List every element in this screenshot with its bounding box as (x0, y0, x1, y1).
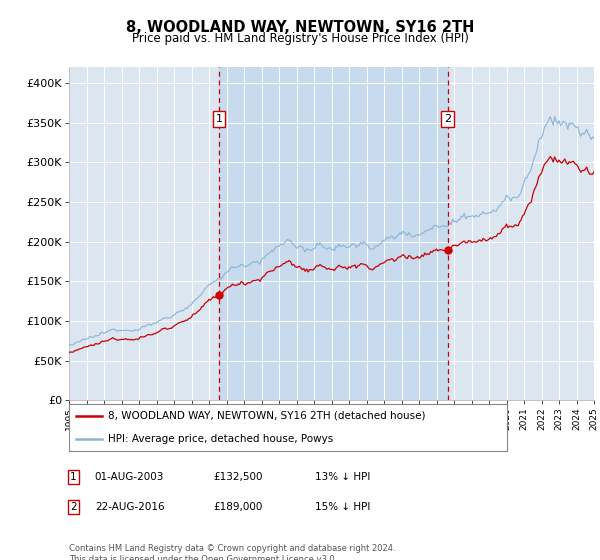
Text: 22-AUG-2016: 22-AUG-2016 (95, 502, 164, 512)
Text: HPI: Average price, detached house, Powys: HPI: Average price, detached house, Powy… (109, 434, 334, 444)
Text: £132,500: £132,500 (213, 472, 263, 482)
Text: 1: 1 (70, 472, 77, 482)
Text: 2: 2 (444, 114, 451, 124)
Text: 2: 2 (70, 502, 77, 512)
Text: 13% ↓ HPI: 13% ↓ HPI (315, 472, 370, 482)
Text: £189,000: £189,000 (213, 502, 262, 512)
Text: 15% ↓ HPI: 15% ↓ HPI (315, 502, 370, 512)
Text: 8, WOODLAND WAY, NEWTOWN, SY16 2TH (detached house): 8, WOODLAND WAY, NEWTOWN, SY16 2TH (deta… (109, 411, 426, 421)
Text: Price paid vs. HM Land Registry's House Price Index (HPI): Price paid vs. HM Land Registry's House … (131, 32, 469, 45)
Text: 01-AUG-2003: 01-AUG-2003 (95, 472, 164, 482)
Bar (219, 67, 448, 400)
Text: 1: 1 (216, 114, 223, 124)
Text: Contains HM Land Registry data © Crown copyright and database right 2024.
This d: Contains HM Land Registry data © Crown c… (69, 544, 395, 560)
Text: 8, WOODLAND WAY, NEWTOWN, SY16 2TH: 8, WOODLAND WAY, NEWTOWN, SY16 2TH (126, 20, 474, 35)
